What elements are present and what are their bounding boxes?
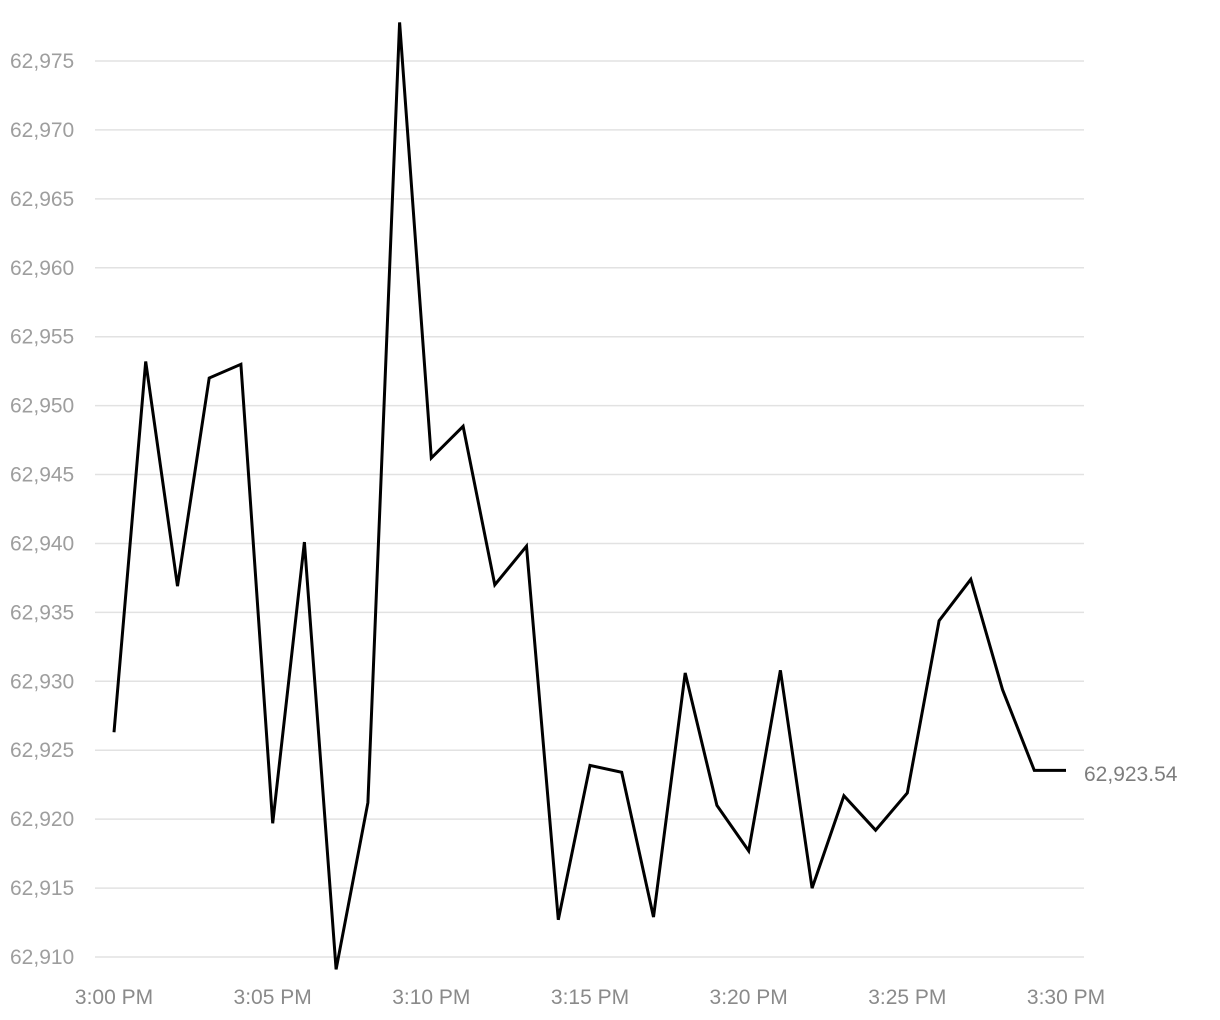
x-axis-tick-labels: 3:00 PM 3:05 PM 3:10 PM 3:15 PM 3:20 PM 3:25 … bbox=[75, 986, 1105, 1009]
last-value-label: 62,923.54 bbox=[1084, 763, 1178, 786]
y-tick-label: 62,975 bbox=[10, 50, 74, 73]
y-axis-tick-labels: 62,975 62,970 62,965 62,960 62,955 62,950 62,9… bbox=[10, 50, 74, 969]
y-tick-label: 62,960 bbox=[10, 257, 74, 280]
y-tick-label: 62,955 bbox=[10, 326, 74, 349]
x-tick-label: 3:00 PM bbox=[75, 986, 153, 1009]
y-tick-label: 62,945 bbox=[10, 464, 74, 487]
x-tick-label: 3:25 PM bbox=[868, 986, 946, 1009]
series-line bbox=[112, 22, 1066, 970]
y-tick-label: 62,925 bbox=[10, 739, 74, 762]
x-tick-label: 3:15 PM bbox=[551, 986, 629, 1009]
grid-lines bbox=[95, 60, 1084, 958]
x-tick-label: 3:05 PM bbox=[234, 986, 312, 1009]
y-tick-label: 62,940 bbox=[10, 532, 74, 555]
y-tick-label: 62,935 bbox=[10, 601, 74, 624]
y-tick-label: 62,915 bbox=[10, 877, 74, 900]
x-tick-label: 3:10 PM bbox=[392, 986, 470, 1009]
y-tick-label: 62,920 bbox=[10, 808, 74, 831]
y-tick-label: 62,970 bbox=[10, 119, 74, 142]
y-tick-label: 62,965 bbox=[10, 188, 74, 211]
y-tick-label: 62,930 bbox=[10, 670, 74, 693]
x-tick-label: 3:30 PM bbox=[1027, 986, 1105, 1009]
x-tick-label: 3:20 PM bbox=[710, 986, 788, 1009]
series-group bbox=[112, 22, 1066, 970]
y-tick-label: 62,950 bbox=[10, 395, 74, 418]
y-tick-label: 62,910 bbox=[10, 946, 74, 969]
